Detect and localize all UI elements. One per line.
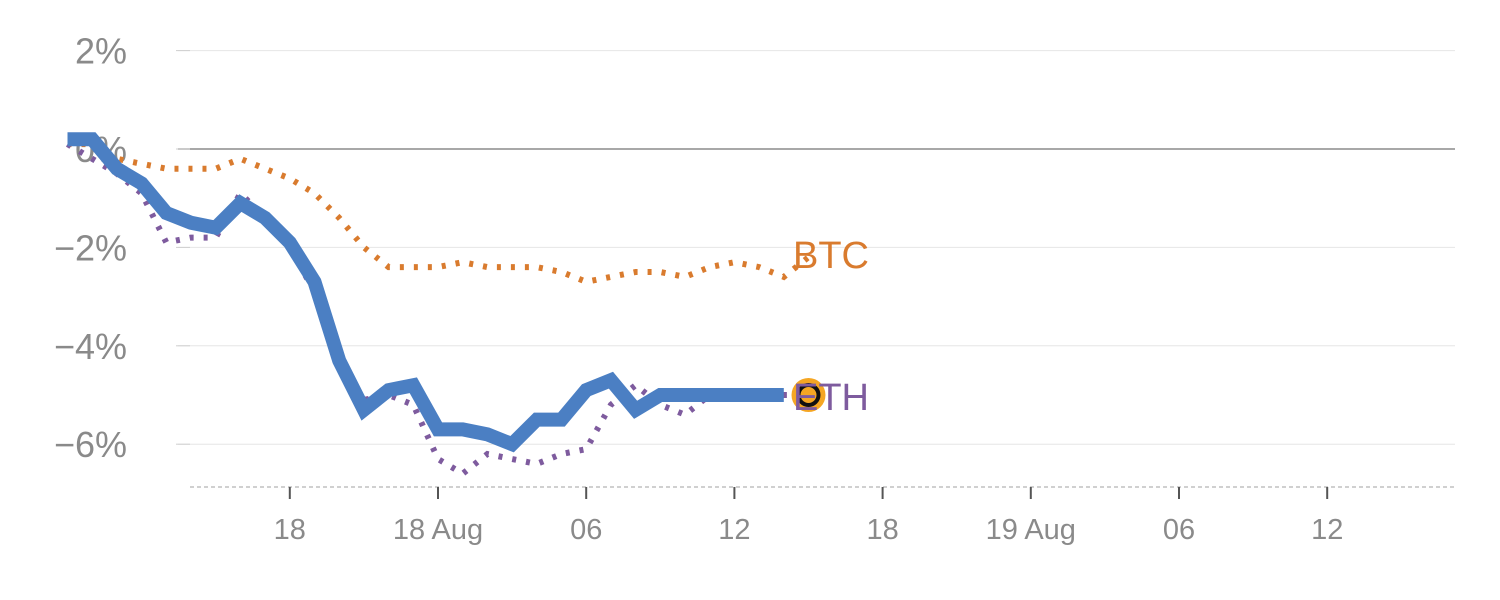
highlight-point[interactable] <box>796 383 821 407</box>
y-tick-label: −2% <box>54 227 127 268</box>
btc-series-label: BTC <box>793 235 869 277</box>
eth-series-line <box>65 141 809 478</box>
highlight-marker[interactable] <box>791 378 826 412</box>
y-tick-label: 2% <box>75 31 127 72</box>
grid-lines <box>178 50 1455 445</box>
x-tick-label: 12 <box>1311 514 1343 546</box>
eth-series-label: ETH <box>793 377 869 419</box>
btc-series-line <box>67 141 811 285</box>
main-series-line <box>67 132 784 453</box>
x-tick-label: 06 <box>1163 514 1195 546</box>
x-tick-label: 18 <box>274 514 306 546</box>
x-tick-label: 18 <box>866 514 898 546</box>
x-tick-label: 12 <box>718 514 750 546</box>
y-tick-label: −4% <box>54 326 127 367</box>
x-tick-label: 06 <box>570 514 602 546</box>
series-labels: BTC ETH <box>793 235 869 419</box>
y-tick-label: −6% <box>54 424 127 465</box>
series-lines <box>65 132 811 478</box>
axes: 2%0%−2%−4%−6%18 18 Aug 06 12 18 19 Aug 06 12 <box>54 31 1455 546</box>
x-tick-label: 19 Aug <box>986 514 1076 546</box>
x-tick-label: 18 Aug <box>393 514 483 546</box>
